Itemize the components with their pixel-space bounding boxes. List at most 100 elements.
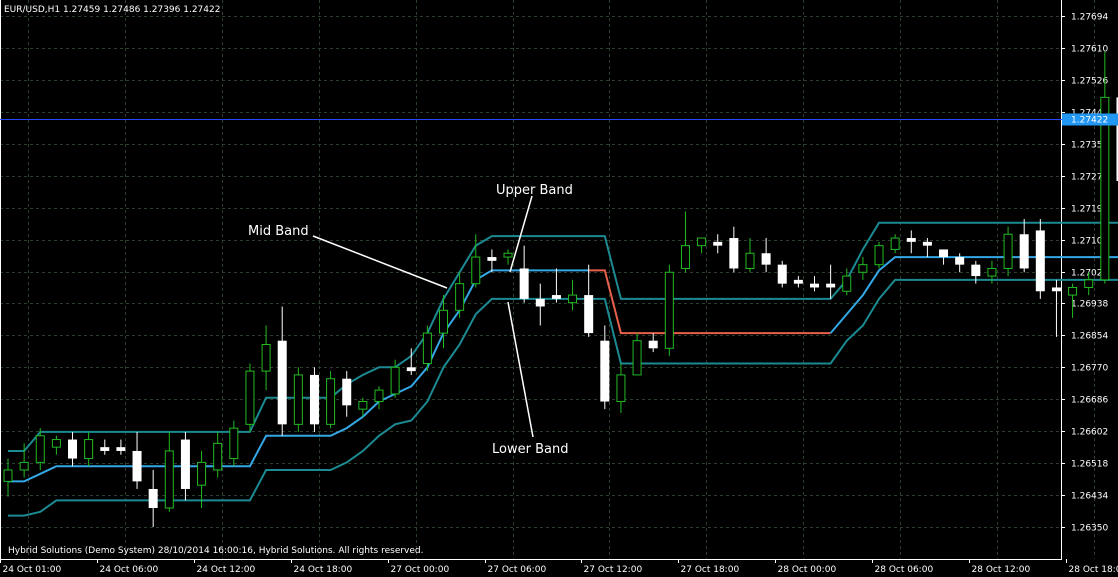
candle-body <box>600 340 610 402</box>
bull-candle <box>697 237 707 254</box>
bull-candle <box>987 260 997 284</box>
copyright-footer: Hybrid Solutions (Demo System) 28/10/201… <box>8 546 424 556</box>
price-tick-label: 1.27106 <box>1071 237 1108 247</box>
price-tick-label: 1.26770 <box>1071 364 1108 374</box>
candle-body <box>729 238 739 269</box>
candle-body <box>1003 233 1013 269</box>
time-tick-label: 28 Oct 00:00 <box>778 565 837 575</box>
bear-candle <box>116 439 126 455</box>
bear-candle <box>761 238 771 273</box>
candle-body <box>503 252 513 258</box>
candle-body <box>777 264 787 284</box>
candle-body <box>374 389 384 403</box>
price-tick-label: 1.27022 <box>1071 269 1108 279</box>
bear-candle <box>810 276 819 292</box>
candle-body <box>100 447 110 451</box>
candle-body <box>858 264 868 273</box>
candle-body <box>422 332 432 365</box>
candle-body <box>842 275 852 292</box>
candle-body <box>1035 230 1045 292</box>
price-tick-label: 1.26518 <box>1071 460 1108 470</box>
candle-body <box>1051 287 1061 292</box>
candle-body <box>826 283 836 288</box>
upper-band-label: Upper Band <box>496 183 573 198</box>
bear-candle <box>906 230 916 254</box>
candle-body <box>906 238 916 242</box>
candle-body <box>68 439 78 459</box>
candle-body <box>180 439 190 489</box>
candle-body <box>406 367 416 372</box>
price-tick-label: 1.26938 <box>1071 300 1108 310</box>
bear-candle <box>148 469 158 527</box>
candle-body <box>245 370 255 425</box>
candle-body <box>148 488 158 508</box>
bear-candle <box>519 245 529 303</box>
candle-body <box>1068 286 1078 296</box>
candle-body <box>697 237 707 247</box>
time-tick-label: 27 Oct 06:00 <box>488 565 547 575</box>
current-price-tag <box>1062 113 1118 126</box>
price-tick-label: 1.27694 <box>1071 13 1108 23</box>
candle-body <box>1084 279 1094 288</box>
candle-body <box>568 294 578 304</box>
bull-candle <box>197 450 207 508</box>
time-tick-label: 27 Oct 18:00 <box>681 565 740 575</box>
upper-band-arrow <box>509 195 533 273</box>
candle-body <box>471 256 481 285</box>
bear-candle <box>535 283 545 326</box>
candle-body <box>680 245 690 269</box>
candle-body <box>455 283 465 311</box>
bear-candle <box>1051 279 1061 337</box>
bull-candle <box>568 279 578 311</box>
candle-body <box>293 374 303 425</box>
bear-candle <box>777 260 787 288</box>
candle-body <box>116 447 126 451</box>
price-tick-label: 1.27190 <box>1071 205 1108 215</box>
candle-body <box>890 237 900 250</box>
candle-body <box>213 442 223 471</box>
bull-candle <box>245 363 255 432</box>
bear-candle <box>713 234 723 254</box>
time-axis: 24 Oct 01:00 24 Oct 06:00 24 Oct 12:00 24 O… <box>0 559 1118 575</box>
price-tick-label: 1.26854 <box>1071 332 1108 342</box>
chart-grid <box>0 0 1095 559</box>
bull-candle <box>84 431 94 467</box>
candle-body <box>84 439 94 460</box>
candle-body <box>358 401 368 410</box>
bear-candle <box>793 276 803 288</box>
candle-body <box>535 298 545 307</box>
bear-candle <box>309 367 319 432</box>
candle-body <box>761 253 771 265</box>
candle-body <box>584 295 594 334</box>
candle-body <box>874 245 884 266</box>
bear-candle <box>68 431 78 467</box>
bull-candle <box>616 363 626 413</box>
time-tick-label: 24 Oct 01:00 <box>3 565 62 575</box>
time-tick-label: 27 Oct 00:00 <box>391 565 450 575</box>
candle-body <box>664 271 674 349</box>
bull-candle <box>293 367 303 432</box>
bear-candle <box>342 371 352 417</box>
bull-candle <box>19 443 29 478</box>
candle-body <box>1019 234 1029 269</box>
bull-candle <box>455 272 465 318</box>
price-tick-label: 1.26602 <box>1071 428 1108 438</box>
time-tick-label: 27 Oct 12:00 <box>584 565 643 575</box>
bear-candle <box>826 264 836 299</box>
candle-body <box>3 469 13 482</box>
candle-body <box>1100 96 1110 281</box>
bull-candle <box>874 241 884 269</box>
bear-candle <box>100 439 110 455</box>
bull-candle <box>745 238 755 273</box>
annotation-arrows <box>312 195 534 438</box>
bull-candle <box>229 420 239 467</box>
bear-candle <box>600 325 610 410</box>
candle-body <box>745 252 755 269</box>
price-tick-label: 1.26350 <box>1071 524 1108 534</box>
candle-body <box>35 435 45 463</box>
bear-candle <box>277 306 287 436</box>
candle-body <box>551 295 561 299</box>
candle-body <box>713 241 723 246</box>
mid-band-label: Mid Band <box>248 224 309 239</box>
